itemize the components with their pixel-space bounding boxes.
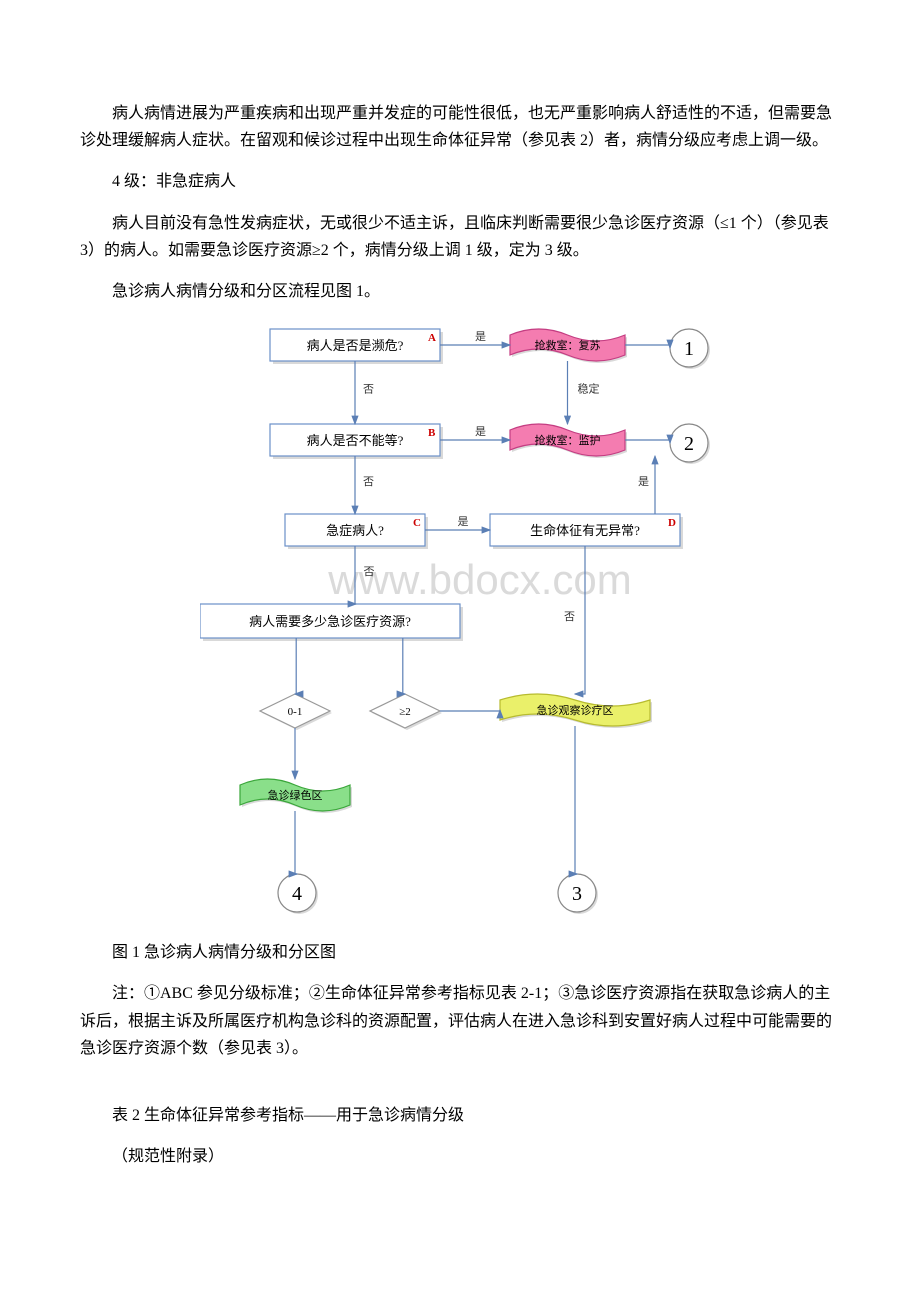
flowchart-figure: www.bdocx.com 病人是否是濒危? A 抢救室：复苏 1 病人是否不能等? B 抢救…: [200, 319, 840, 929]
svg-text:3: 3: [572, 883, 582, 905]
paragraph-level4-title: 4 级：非急症病人: [80, 168, 840, 195]
node-d1: 0-1: [260, 694, 332, 730]
svg-text:急诊绿色区: 急诊绿色区: [268, 788, 323, 802]
node-g1: 急诊绿色区: [240, 779, 352, 813]
node-q3: 急症病人? C: [285, 514, 428, 549]
svg-text:2: 2: [684, 433, 694, 455]
svg-text:是: 是: [475, 330, 486, 343]
svg-text:否: 否: [364, 566, 375, 578]
svg-text:否: 否: [564, 611, 575, 623]
node-c4: 4: [278, 874, 318, 914]
svg-text:是: 是: [458, 515, 469, 528]
svg-text:病人是否是濒危?: 病人是否是濒危?: [307, 338, 404, 353]
svg-text:抢救室：监护: 抢救室：监护: [535, 433, 601, 447]
table2-subtitle: （规范性附录）: [80, 1143, 840, 1170]
svg-text:急诊观察诊疗区: 急诊观察诊疗区: [537, 703, 614, 717]
paragraph-1: 病人病情进展为严重疾病和出现严重并发症的可能性很低，也无严重影响病人舒适性的不适…: [80, 100, 840, 154]
svg-text:B: B: [428, 427, 436, 439]
paragraph-note: 注：①ABC 参见分级标准；②生命体征异常参考指标见表 2-1；③急诊医疗资源指…: [80, 980, 840, 1062]
figure-caption: 图 1 急诊病人病情分级和分区图: [80, 939, 840, 966]
svg-text:病人需要多少急诊医疗资源?: 病人需要多少急诊医疗资源?: [249, 614, 411, 629]
svg-text:生命体征有无异常?: 生命体征有无异常?: [530, 523, 640, 538]
svg-text:≥2: ≥2: [399, 706, 411, 718]
node-q2: 病人是否不能等? B: [270, 424, 443, 459]
svg-text:C: C: [413, 517, 421, 529]
node-q5: 病人需要多少急诊医疗资源?: [200, 604, 463, 641]
paragraph-4: 急诊病人病情分级和分区流程见图 1。: [80, 278, 840, 305]
paragraph-3: 病人目前没有急性发病症状，无或很少不适主诉，且临床判断需要很少急诊医疗资源（≤1…: [80, 210, 840, 264]
node-q4: 生命体征有无异常? D: [490, 514, 683, 549]
svg-text:否: 否: [363, 384, 374, 396]
svg-text:抢救室：复苏: 抢救室：复苏: [535, 338, 601, 352]
svg-text:稳定: 稳定: [578, 382, 600, 396]
node-a1: 抢救室：复苏: [510, 329, 627, 363]
node-d2: ≥2: [370, 694, 442, 730]
node-a2: 抢救室：监护: [510, 424, 627, 458]
svg-text:是: 是: [475, 425, 486, 438]
svg-text:0-1: 0-1: [288, 706, 303, 718]
svg-text:否: 否: [363, 476, 374, 488]
svg-text:是: 是: [638, 475, 649, 488]
node-y1: 急诊观察诊疗区: [500, 694, 652, 728]
svg-text:病人是否不能等?: 病人是否不能等?: [307, 433, 404, 448]
svg-text:A: A: [428, 332, 436, 344]
svg-text:4: 4: [292, 883, 302, 905]
node-c2: 2: [670, 424, 710, 464]
svg-text:www.bdocx.com: www.bdocx.com: [327, 556, 631, 603]
svg-text:1: 1: [684, 338, 694, 360]
svg-text:急症病人?: 急症病人?: [326, 523, 384, 538]
node-c1: 1: [670, 329, 710, 369]
svg-text:D: D: [668, 517, 676, 529]
table2-title: 表 2 生命体征异常参考指标——用于急诊病情分级: [80, 1102, 840, 1129]
node-c3: 3: [558, 874, 598, 914]
flowchart-svg: www.bdocx.com 病人是否是濒危? A 抢救室：复苏 1 病人是否不能等? B 抢救…: [200, 319, 760, 929]
node-q1: 病人是否是濒危? A: [270, 329, 443, 364]
page: 病人病情进展为严重疾病和出现严重并发症的可能性很低，也无严重影响病人舒适性的不适…: [0, 0, 920, 1244]
